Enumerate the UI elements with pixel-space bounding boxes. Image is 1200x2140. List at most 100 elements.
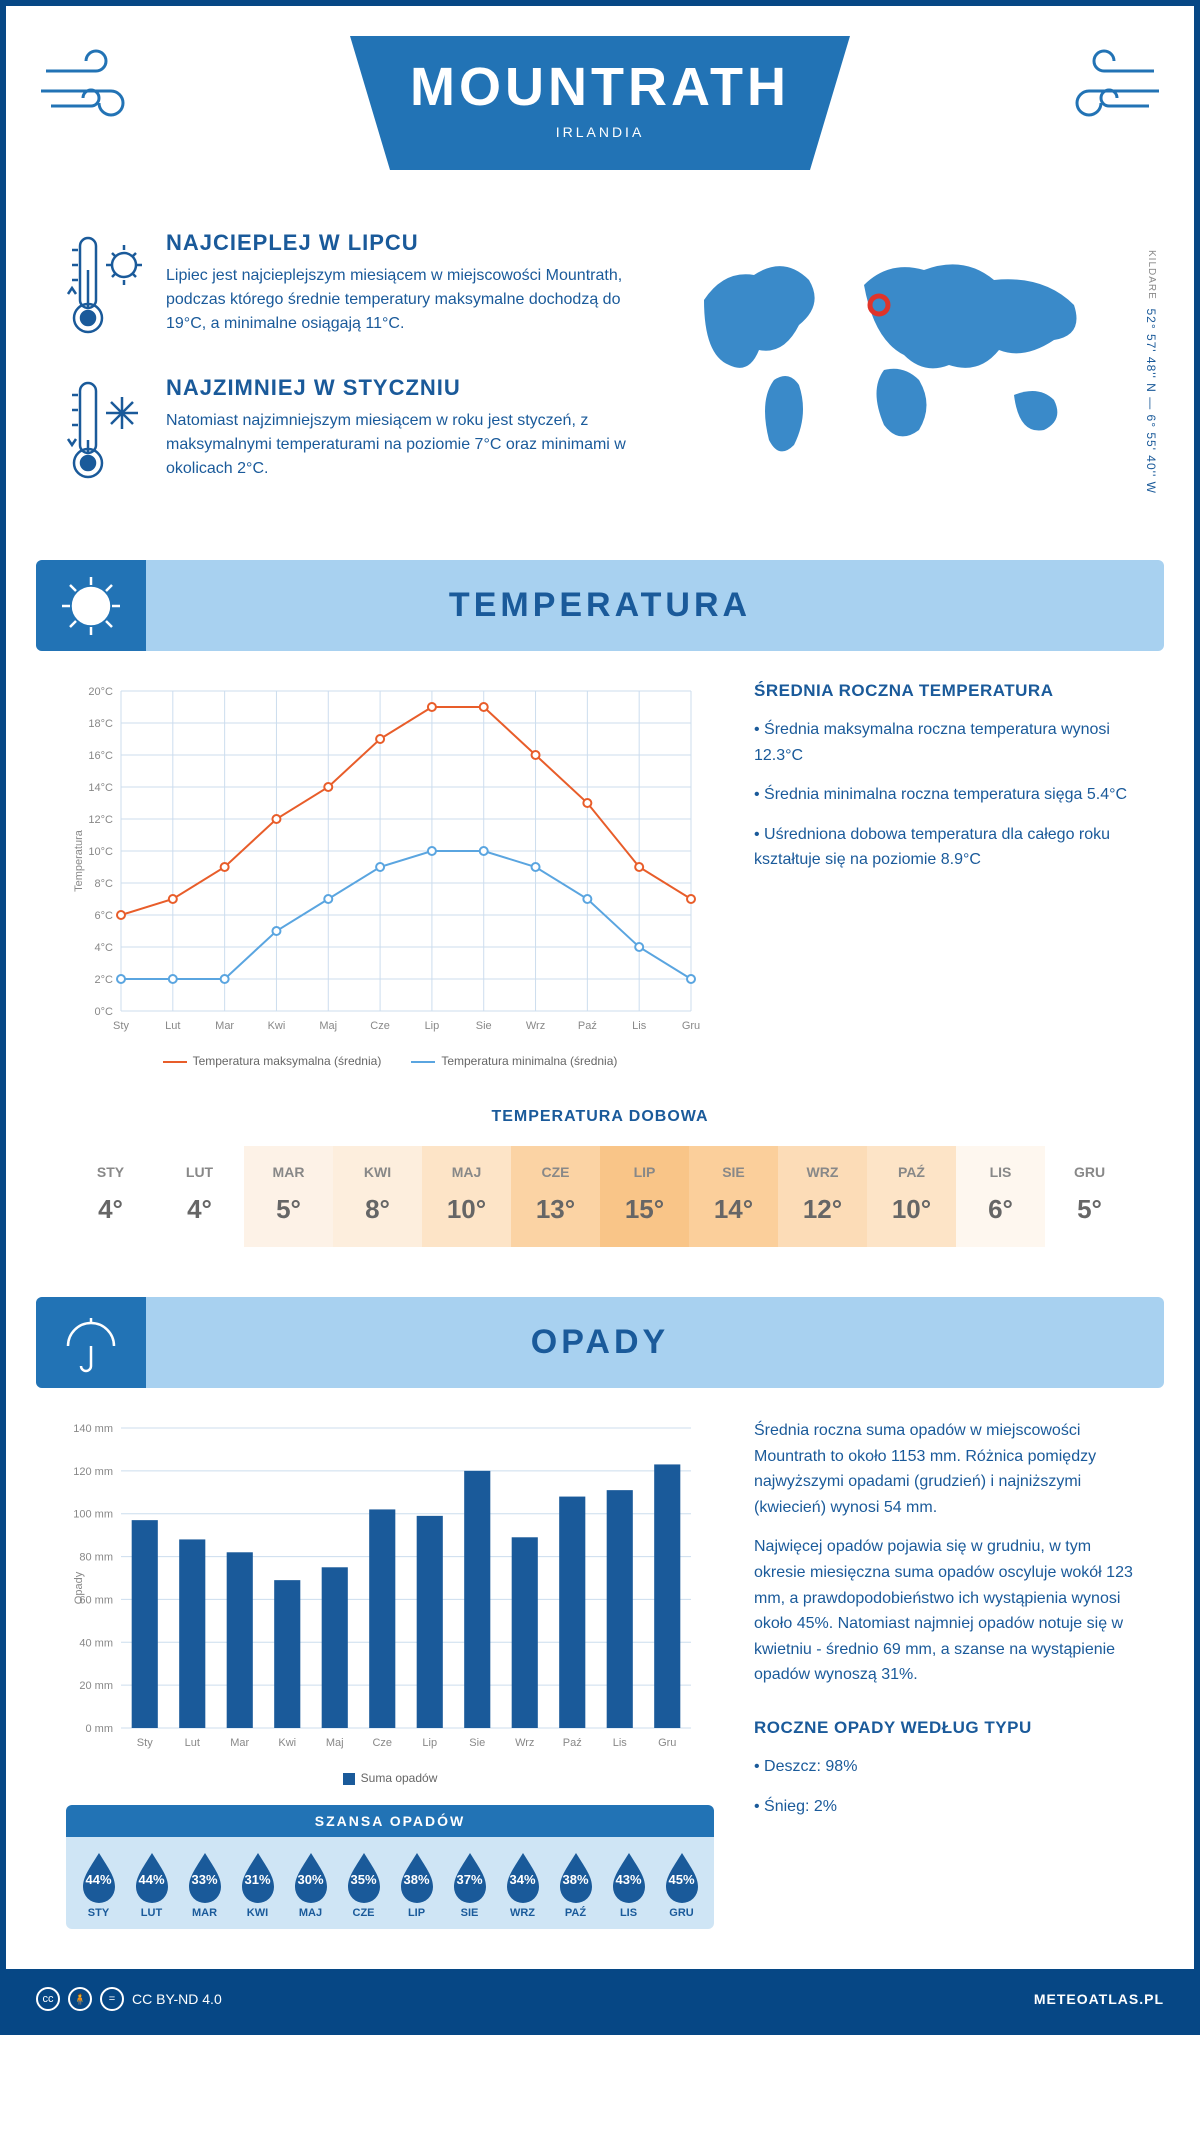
svg-text:Sty: Sty xyxy=(113,1020,129,1032)
svg-text:Gru: Gru xyxy=(682,1020,700,1032)
precip-p2: Najwięcej opadów pojawia się w grudniu, … xyxy=(754,1534,1134,1688)
legend-max: Temperatura maksymalna (średnia) xyxy=(163,1054,382,1068)
daily-temp-cell: KWI8° xyxy=(333,1146,422,1247)
svg-text:Paź: Paź xyxy=(578,1020,597,1032)
precip-body: 0 mm20 mm40 mm60 mm80 mm100 mm120 mm140 … xyxy=(6,1388,1194,1969)
title-banner: MOUNTRATH IRLANDIA xyxy=(350,36,850,170)
svg-text:16°C: 16°C xyxy=(88,750,113,762)
svg-text:Lis: Lis xyxy=(613,1737,628,1749)
svg-text:Mar: Mar xyxy=(230,1737,249,1749)
svg-text:120 mm: 120 mm xyxy=(73,1466,113,1478)
coldest-text: Natomiast najzimniejszym miesiącem w rok… xyxy=(166,409,634,481)
svg-text:Mar: Mar xyxy=(215,1020,234,1032)
svg-text:Kwi: Kwi xyxy=(268,1020,286,1032)
country-subtitle: IRLANDIA xyxy=(410,124,790,140)
temperature-title: TEMPERATURA xyxy=(36,586,1164,625)
svg-text:0 mm: 0 mm xyxy=(86,1723,114,1735)
world-map: KILDARE 52° 57' 48'' N — 6° 55' 40'' W xyxy=(674,230,1134,520)
daily-temp-heading: TEMPERATURA DOBOWA xyxy=(66,1108,1134,1126)
temperature-body: 0°C2°C4°C6°C8°C10°C12°C14°C16°C18°C20°CS… xyxy=(6,651,1194,1108)
thermometer-snow-icon xyxy=(66,375,146,490)
chance-cell: 31%KWI xyxy=(231,1849,284,1919)
intro-section: NAJCIEPLEJ W LIPCU Lipiec jest najcieple… xyxy=(6,210,1194,560)
svg-text:Sie: Sie xyxy=(469,1737,485,1749)
svg-text:Lis: Lis xyxy=(632,1020,647,1032)
daily-temp-cell: MAJ10° xyxy=(422,1146,511,1247)
wind-icon xyxy=(36,46,156,131)
chance-cell: 37%SIE xyxy=(443,1849,496,1919)
wind-icon xyxy=(1044,46,1164,131)
daily-temp-cell: STY4° xyxy=(66,1146,155,1247)
chance-cell: 34%WRZ xyxy=(496,1849,549,1919)
chance-cell: 38%LIP xyxy=(390,1849,443,1919)
coldest-heading: NAJZIMNIEJ W STYCZNIU xyxy=(166,375,634,401)
daily-temp-cell: LUT4° xyxy=(155,1146,244,1247)
svg-text:Cze: Cze xyxy=(370,1020,390,1032)
svg-text:20 mm: 20 mm xyxy=(79,1680,113,1692)
by-type-heading: ROCZNE OPADY WEDŁUG TYPU xyxy=(754,1718,1134,1738)
daily-temperature: TEMPERATURA DOBOWA STY4°LUT4°MAR5°KWI8°M… xyxy=(6,1108,1194,1297)
svg-text:Lip: Lip xyxy=(422,1737,437,1749)
daily-temp-cell: GRU5° xyxy=(1045,1146,1134,1247)
svg-text:4°C: 4°C xyxy=(95,942,114,954)
chance-cell: 33%MAR xyxy=(178,1849,231,1919)
svg-text:Lut: Lut xyxy=(185,1737,200,1749)
daily-temp-cell: WRZ12° xyxy=(778,1146,867,1247)
city-title: MOUNTRATH xyxy=(410,56,790,118)
precip-title: OPADY xyxy=(36,1323,1164,1362)
svg-text:20°C: 20°C xyxy=(88,686,113,698)
precip-chance: SZANSA OPADÓW 44%STY44%LUT33%MAR31%KWI30… xyxy=(66,1805,714,1929)
svg-text:Sty: Sty xyxy=(137,1737,153,1749)
by-icon: 🧍 xyxy=(68,1987,92,2011)
lon-label: 6° 55' 40'' W xyxy=(1144,415,1158,494)
warmest-text: Lipiec jest najcieplejszym miesiącem w m… xyxy=(166,264,634,336)
warmest-block: NAJCIEPLEJ W LIPCU Lipiec jest najcieple… xyxy=(66,230,634,345)
legend-min: Temperatura minimalna (średnia) xyxy=(411,1054,617,1068)
temperature-line-chart: 0°C2°C4°C6°C8°C10°C12°C14°C16°C18°C20°CS… xyxy=(66,681,706,1041)
daily-temp-row: STY4°LUT4°MAR5°KWI8°MAJ10°CZE13°LIP15°SI… xyxy=(66,1146,1134,1247)
svg-text:10°C: 10°C xyxy=(88,846,113,858)
precip-p1: Średnia roczna suma opadów w miejscowośc… xyxy=(754,1418,1134,1520)
precip-chart-legend: Suma opadów xyxy=(66,1771,714,1785)
svg-text:12°C: 12°C xyxy=(88,814,113,826)
daily-temp-cell: LIS6° xyxy=(956,1146,1045,1247)
svg-text:Wrz: Wrz xyxy=(515,1737,534,1749)
svg-text:6°C: 6°C xyxy=(95,910,114,922)
annual-temp-heading: ŚREDNIA ROCZNA TEMPERATURA xyxy=(754,681,1134,701)
svg-text:Lip: Lip xyxy=(425,1020,440,1032)
by-type-b2: • Śnieg: 2% xyxy=(754,1794,1134,1820)
annual-temp-b3: • Uśredniona dobowa temperatura dla całe… xyxy=(754,822,1134,873)
daily-temp-cell: MAR5° xyxy=(244,1146,333,1247)
chance-heading: SZANSA OPADÓW xyxy=(66,1805,714,1837)
cc-icon: cc xyxy=(36,1987,60,2011)
sun-icon xyxy=(36,560,146,651)
svg-text:Maj: Maj xyxy=(319,1020,337,1032)
chance-cell: 43%LIS xyxy=(602,1849,655,1919)
legend-bar: Suma opadów xyxy=(343,1771,438,1785)
thermometer-sun-icon xyxy=(66,230,146,345)
daily-temp-cell: PAŹ10° xyxy=(867,1146,956,1247)
svg-text:8°C: 8°C xyxy=(95,878,114,890)
daily-temp-cell: SIE14° xyxy=(689,1146,778,1247)
chance-cell: 35%CZE xyxy=(337,1849,390,1919)
svg-text:14°C: 14°C xyxy=(88,782,113,794)
chance-row: 44%STY44%LUT33%MAR31%KWI30%MAJ35%CZE38%L… xyxy=(66,1837,714,1929)
svg-text:80 mm: 80 mm xyxy=(79,1552,113,1564)
umbrella-icon xyxy=(36,1297,146,1388)
svg-text:140 mm: 140 mm xyxy=(73,1423,113,1435)
svg-text:40 mm: 40 mm xyxy=(79,1637,113,1649)
coldest-block: NAJZIMNIEJ W STYCZNIU Natomiast najzimni… xyxy=(66,375,634,490)
svg-text:Opady: Opady xyxy=(73,1571,85,1604)
precip-section-header: OPADY xyxy=(36,1297,1164,1388)
nd-icon: = xyxy=(100,1987,124,2011)
svg-text:Cze: Cze xyxy=(372,1737,392,1749)
temp-chart-legend: Temperatura maksymalna (średnia) Tempera… xyxy=(66,1054,714,1068)
temperature-section-header: TEMPERATURA xyxy=(36,560,1164,651)
svg-text:2°C: 2°C xyxy=(95,974,114,986)
svg-text:Lut: Lut xyxy=(165,1020,180,1032)
svg-text:Temperatura: Temperatura xyxy=(73,829,85,892)
footer: cc 🧍 = CC BY-ND 4.0 METEOATLAS.PL xyxy=(6,1969,1194,2029)
svg-text:Paź: Paź xyxy=(563,1737,582,1749)
svg-text:Sie: Sie xyxy=(476,1020,492,1032)
chance-cell: 45%GRU xyxy=(655,1849,708,1919)
